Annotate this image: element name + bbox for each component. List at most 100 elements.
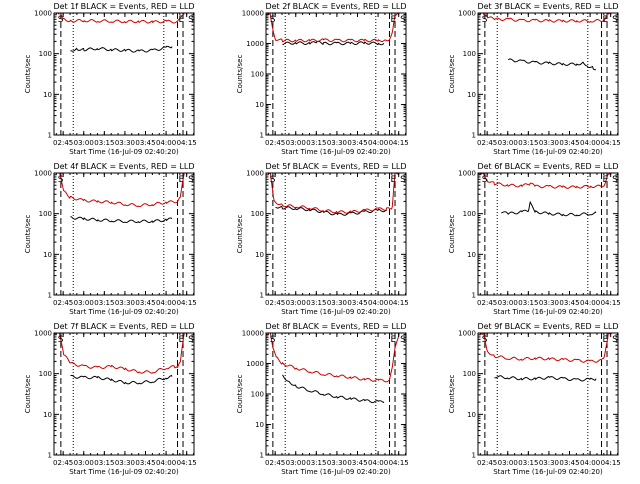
x-axis-label: Start Time (16-Jul-09 02:40:20) <box>69 468 179 476</box>
event-marker-label: E <box>391 175 397 185</box>
y-tick-label: 10 <box>467 411 476 419</box>
y-tick-label: 1000 <box>458 330 476 338</box>
x-tick-label: 03:15 <box>94 459 114 467</box>
event-marker-label: E <box>179 175 185 185</box>
x-tick-label: 02:45 <box>53 139 73 147</box>
event-marker-label: S <box>400 335 406 345</box>
x-tick-label: 04:15 <box>601 139 621 147</box>
x-tick-label: 02:45 <box>265 299 285 307</box>
event-marker-label: S <box>612 175 618 185</box>
series-line-events <box>507 58 597 71</box>
x-tick-label: 04:15 <box>389 299 409 307</box>
y-tick-label: 10 <box>43 91 52 99</box>
plot-frame <box>265 172 407 296</box>
y-tick-label: 100 <box>39 370 52 378</box>
y-tick-label: 100 <box>39 210 52 218</box>
y-tick-label: 10 <box>467 91 476 99</box>
event-marker-label: S <box>58 175 64 185</box>
x-tick-label: 03:30 <box>115 299 135 307</box>
event-marker-label: E <box>179 335 185 345</box>
x-tick-label: 03:30 <box>327 139 347 147</box>
x-tick-label: 02:45 <box>265 139 285 147</box>
event-marker-label: S <box>612 15 618 25</box>
event-marker-label: S <box>270 175 276 185</box>
y-tick-label: 1 <box>48 132 52 140</box>
panel-title: Det 2f BLACK = Events, RED = LLD <box>265 2 406 11</box>
detector-panel-8: Det 8f BLACK = Events, RED = LLD Counts/s… <box>236 322 409 476</box>
y-tick-label: 1 <box>260 292 264 300</box>
plot-frame <box>53 12 195 136</box>
x-tick-label: 04:15 <box>389 139 409 147</box>
event-marker-label: E <box>179 15 185 25</box>
x-tick-label: 03:30 <box>327 459 347 467</box>
event-marker-label: S <box>482 335 488 345</box>
event-marker-label: E <box>603 175 609 185</box>
x-tick-label: 04:00 <box>368 139 388 147</box>
x-tick-label: 04:00 <box>156 139 176 147</box>
event-marker-label: S <box>482 15 488 25</box>
x-tick-label: 03:30 <box>115 459 135 467</box>
series-line-events <box>70 374 173 385</box>
event-marker-label: S <box>188 335 194 345</box>
x-tick-label: 02:45 <box>53 299 73 307</box>
series-line-lld <box>478 173 612 189</box>
x-axis-label: Start Time (16-Jul-09 02:40:20) <box>281 148 391 156</box>
detector-panel-6: Det 6f BLACK = Events, RED = LLD Counts/s… <box>448 162 621 316</box>
y-tick-label: 100 <box>251 210 264 218</box>
y-axis-label: Counts/sec <box>236 375 244 414</box>
panel-title: Det 9f BLACK = Events, RED = LLD <box>477 322 618 331</box>
x-tick-label: 02:45 <box>265 459 285 467</box>
x-axis-label: Start Time (16-Jul-09 02:40:20) <box>493 148 603 156</box>
x-axis-label: Start Time (16-Jul-09 02:40:20) <box>69 308 179 316</box>
x-tick-label: 03:45 <box>135 299 155 307</box>
series-line-lld <box>266 13 400 43</box>
y-tick-label: 10 <box>255 251 264 259</box>
y-tick-label: 1 <box>472 292 476 300</box>
x-tick-label: 03:45 <box>559 139 579 147</box>
y-tick-label: 1 <box>260 452 264 460</box>
y-tick-label: 10 <box>43 251 52 259</box>
event-marker-label: E <box>391 15 397 25</box>
detector-panel-3: Det 3f BLACK = Events, RED = LLD Counts/s… <box>448 2 621 156</box>
series-line-lld <box>478 13 612 23</box>
detector-panel-1: Det 1f BLACK = Events, RED = LLD Counts/s… <box>24 2 197 156</box>
plot-frame <box>477 172 619 296</box>
x-tick-label: 03:15 <box>94 139 114 147</box>
plot-frame <box>265 332 407 456</box>
event-marker-label: E <box>603 335 609 345</box>
event-marker-label: S <box>270 15 276 25</box>
x-axis-label: Start Time (16-Jul-09 02:40:20) <box>493 468 603 476</box>
panel-title: Det 3f BLACK = Events, RED = LLD <box>477 2 618 11</box>
x-tick-label: 03:00 <box>498 139 518 147</box>
y-tick-label: 1000 <box>34 10 52 18</box>
x-tick-label: 03:00 <box>498 299 518 307</box>
y-tick-label: 1 <box>48 452 52 460</box>
event-marker-label: S <box>58 15 64 25</box>
detector-panel-7: Det 7f BLACK = Events, RED = LLD Counts/s… <box>24 322 197 476</box>
x-tick-label: 03:45 <box>135 139 155 147</box>
y-axis-label: Counts/sec <box>24 55 32 94</box>
y-tick-label: 10000 <box>242 330 264 338</box>
event-marker-label: S <box>400 15 406 25</box>
x-tick-label: 04:00 <box>368 299 388 307</box>
series-line-lld <box>54 333 188 374</box>
panel-title: Det 1f BLACK = Events, RED = LLD <box>53 2 194 11</box>
plot-frame <box>53 332 195 456</box>
x-tick-label: 02:45 <box>477 139 497 147</box>
series-line-events <box>282 40 385 46</box>
x-tick-label: 03:15 <box>306 299 326 307</box>
y-tick-label: 10 <box>255 101 264 109</box>
y-axis-label: Counts/sec <box>448 375 456 414</box>
y-tick-label: 100 <box>39 50 52 58</box>
y-tick-label: 100 <box>251 71 264 79</box>
y-tick-label: 1 <box>472 452 476 460</box>
x-tick-label: 02:45 <box>477 299 497 307</box>
panel-title: Det 6f BLACK = Events, RED = LLD <box>477 162 618 171</box>
x-tick-label: 04:15 <box>177 299 197 307</box>
x-tick-label: 03:00 <box>286 299 306 307</box>
y-tick-label: 1000 <box>246 40 264 48</box>
x-tick-label: 03:30 <box>327 299 347 307</box>
event-marker-label: S <box>482 175 488 185</box>
series-line-lld <box>267 173 400 214</box>
